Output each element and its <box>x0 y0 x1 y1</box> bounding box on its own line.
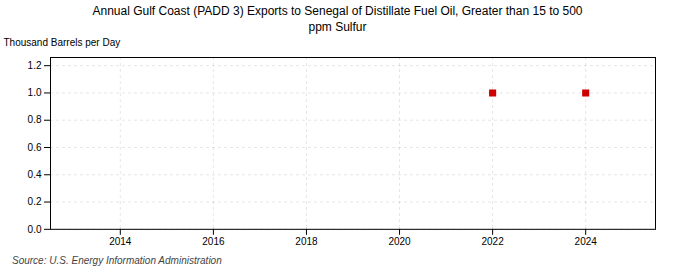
svg-text:0.2: 0.2 <box>28 196 42 207</box>
svg-text:0.0: 0.0 <box>28 224 42 235</box>
svg-text:2020: 2020 <box>388 237 411 248</box>
svg-text:0.8: 0.8 <box>28 115 42 126</box>
svg-text:2016: 2016 <box>202 237 225 248</box>
svg-text:0.4: 0.4 <box>28 169 42 180</box>
svg-text:Thousand Barrels per Day: Thousand Barrels per Day <box>4 37 121 48</box>
html-text:Source: U.S. Energy Informatio: Source: U.S. Energy Information Administ… <box>12 255 222 266</box>
svg-text:2018: 2018 <box>295 237 318 248</box>
svg-text:1.2: 1.2 <box>28 60 42 71</box>
html-text:Annual Gulf Coast (PADD 3) Exp: Annual Gulf Coast (PADD 3) Exports to Se… <box>92 4 583 34</box>
svg-text:2014: 2014 <box>109 237 132 248</box>
svg-text:1.0: 1.0 <box>28 87 42 98</box>
svg-text:2024: 2024 <box>575 237 598 248</box>
svg-text:2022: 2022 <box>481 237 504 248</box>
svg-text:0.6: 0.6 <box>28 142 42 153</box>
